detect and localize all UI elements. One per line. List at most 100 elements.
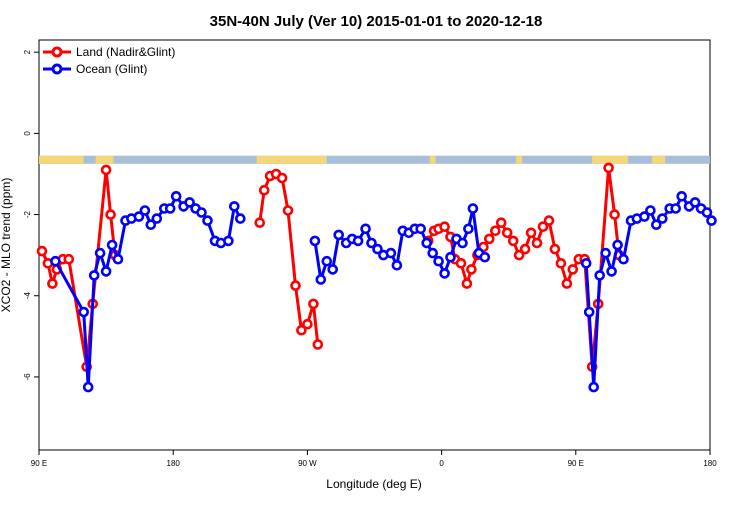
series-0-point-1-8	[302, 318, 313, 330]
series-0-point-2-21	[543, 215, 555, 226]
series-0-point-2-23	[555, 257, 567, 269]
series-0-point-1-6	[290, 280, 301, 291]
legend-item-land: Land (Nadir&Glint)	[43, 45, 175, 59]
series-1-point-0-3	[88, 270, 100, 281]
series-1-point-2-2	[588, 381, 600, 393]
series-1-point-0-4	[94, 247, 106, 259]
series-0-point-2-11	[483, 233, 495, 245]
x-tick-label-0: 90 E	[31, 459, 47, 468]
series-1-point-2-15	[670, 203, 682, 214]
legend-marker-ocean	[51, 63, 63, 75]
series-1-point-2-5	[606, 266, 617, 277]
series-1-point-1-4	[333, 229, 345, 241]
ocean-band	[39, 155, 710, 164]
series-1-point-1-22	[445, 251, 456, 263]
series-1-point-0-11	[139, 205, 151, 216]
series-0-point-1-4	[276, 172, 288, 184]
series-0-point-1-0	[254, 217, 266, 228]
land-band-2	[256, 155, 327, 164]
y-axis-label: XCO2 - MLO trend (ppm)	[0, 178, 13, 313]
series-1-point-1-17	[415, 223, 427, 235]
series-1-point-1-2	[321, 255, 333, 267]
series-0-point-1-9	[308, 298, 319, 310]
series-0-point-1-7	[296, 324, 307, 336]
series-0-point-2-24	[561, 278, 573, 289]
series-0-line-1	[258, 172, 320, 345]
series-1-point-1-20	[433, 255, 444, 267]
series-1-point-2-4	[600, 247, 611, 259]
series-1-point-0-1	[78, 306, 89, 318]
series-1-point-0-5	[100, 266, 112, 277]
land-mask-band	[39, 155, 710, 164]
series-0	[36, 162, 625, 373]
series-1-point-1-1	[315, 274, 327, 285]
series-0-point-2-25	[567, 264, 579, 275]
x-tick-label-4: 90 E	[568, 459, 584, 468]
legend: Land (Nadir&Glint) Ocean (Glint)	[43, 45, 175, 76]
series-0-point-2-8	[466, 264, 477, 275]
land-band-0	[39, 155, 84, 164]
series-1-point-2-0	[580, 257, 592, 269]
series-1-point-0-26	[235, 213, 246, 224]
series-0-point-1-5	[282, 205, 294, 216]
series-0-point-2-30	[603, 162, 614, 174]
series-0-point-2-17	[519, 243, 531, 255]
legend-item-ocean: Ocean (Glint)	[43, 62, 147, 76]
chart-title: 35N-40N July (Ver 10) 2015-01-01 to 2020…	[210, 13, 543, 30]
y-tick-label-1: 0	[23, 131, 32, 136]
series-0-point-1-10	[312, 339, 324, 350]
y-tick-label-2: -2	[23, 210, 32, 218]
series-1-point-2-20	[701, 207, 713, 218]
series-1-point-2-3	[594, 270, 606, 281]
series-1-point-1-12	[385, 247, 397, 259]
series-1-point-2-13	[656, 213, 668, 224]
series-0-point-2-18	[525, 227, 537, 239]
series-1-point-0-15	[164, 203, 176, 214]
series-1-point-2-1	[583, 306, 595, 318]
legend-marker-land	[51, 46, 63, 58]
land-band-4	[516, 155, 523, 164]
series-1-point-0-21	[202, 215, 213, 226]
series-1-point-0-10	[133, 211, 145, 222]
series-1-point-1-18	[421, 237, 433, 249]
series-0-point-0-5	[63, 253, 75, 265]
y-tick-label-4: -6	[23, 373, 32, 381]
series-1-point-1-26	[467, 203, 479, 214]
series-1-point-1-13	[391, 259, 403, 271]
series-0-point-2-14	[501, 227, 513, 239]
series-1-point-2-18	[689, 197, 701, 208]
series-0-point-2-22	[549, 243, 561, 255]
land-band-3	[429, 155, 436, 164]
series-1-point-2-7	[618, 253, 629, 265]
series-0-point-2-3	[439, 221, 450, 232]
series-1-point-0-13	[151, 213, 163, 224]
land-band-1	[95, 155, 114, 164]
series-1-point-1-3	[327, 264, 339, 275]
series-1-point-1-25	[463, 223, 474, 235]
series-1-point-2-11	[645, 205, 656, 216]
series-1-point-2-10	[639, 211, 650, 222]
x-tick-label-1: 180	[167, 459, 181, 468]
x-tick-label-3: 0	[439, 459, 444, 468]
series-1-point-0-2	[82, 381, 94, 393]
series-0-point-2-20	[537, 221, 549, 232]
series-1-point-0-7	[112, 253, 124, 265]
series-1-point-2-21	[706, 215, 717, 226]
y-axis: 2 0 -2 -4 -6	[23, 49, 39, 380]
series-1-point-1-21	[439, 268, 450, 279]
legend-label-ocean: Ocean (Glint)	[76, 62, 147, 76]
series-1-point-1-28	[479, 251, 491, 263]
series-0-point-2-19	[531, 237, 543, 249]
x-axis: 90 E 180 90 W 0 90 E 180	[31, 450, 717, 468]
series-0-point-2-7	[461, 278, 473, 289]
series-1-point-0-20	[196, 207, 207, 218]
series-0-point-2-15	[507, 235, 519, 247]
series-0-point-2-31	[609, 209, 620, 220]
series-1-point-2-6	[612, 239, 623, 251]
series-1-point-0-0	[50, 255, 61, 267]
series-0-point-2-6	[455, 257, 467, 269]
series-0-point-2-12	[489, 225, 501, 237]
series-1-point-0-18	[184, 197, 195, 208]
x-axis-label: Longitude (deg E)	[326, 477, 421, 491]
